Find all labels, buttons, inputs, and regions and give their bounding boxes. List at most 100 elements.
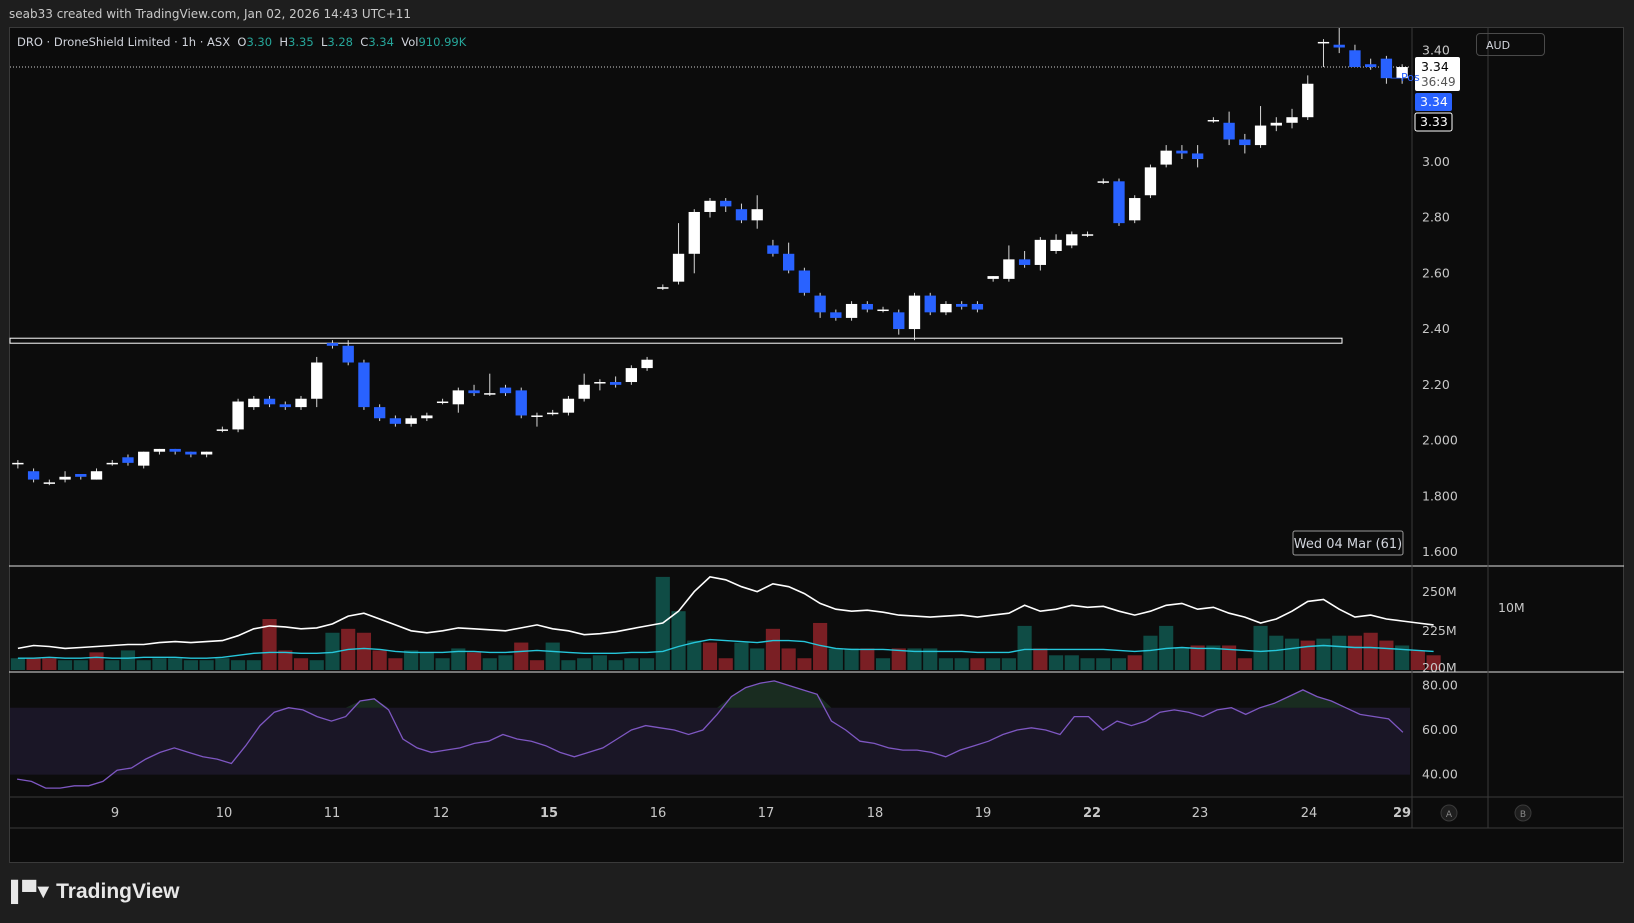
candle-body (499, 387, 512, 394)
close-value: 3.34 (368, 35, 394, 49)
volume-bar (592, 655, 607, 670)
price-tick-label: 1.800 (1422, 488, 1458, 503)
volume-bar (246, 660, 261, 670)
candle-body (200, 451, 213, 455)
volume-bar (624, 658, 639, 670)
price-tick-label: 2.60 (1422, 265, 1450, 280)
volume-bar (199, 660, 214, 670)
volume-bar (1253, 625, 1268, 670)
candle-body (122, 457, 134, 463)
candle (374, 404, 386, 422)
volume-bar (1426, 655, 1441, 670)
volume-bar (577, 658, 592, 670)
volume-bar (1222, 645, 1237, 670)
candle (468, 384, 480, 396)
candle (845, 301, 858, 321)
candle (893, 309, 905, 335)
candle-body (594, 382, 606, 384)
candle-body (798, 270, 811, 293)
candle-body (1018, 259, 1031, 265)
candle-body (1176, 150, 1188, 154)
bid-price-label: 3.34 (1420, 94, 1448, 109)
volume-bar (608, 660, 623, 670)
currency-selector[interactable]: AUD (1476, 33, 1545, 56)
candle-body (90, 471, 103, 480)
candle (358, 359, 370, 410)
candle-body (389, 418, 402, 424)
candle-body (1270, 122, 1282, 126)
high-label: H (279, 35, 289, 49)
symbol-title: DRO · DroneShield Limited · 1h · ASX (17, 35, 231, 49)
candle (594, 379, 606, 391)
log-scale-button[interactable] (1514, 804, 1532, 822)
candle-body (1380, 58, 1393, 79)
time-tick-label: 22 (1083, 806, 1101, 821)
candle (877, 306, 889, 313)
candle-body (1302, 83, 1314, 118)
ask-price-label: 3.33 (1420, 114, 1448, 129)
candle-body (1144, 167, 1157, 196)
volume-bar (1284, 638, 1300, 670)
price-tick-label: 3.00 (1422, 154, 1450, 169)
candle-body (1365, 64, 1377, 68)
candle-body (672, 253, 685, 282)
close-label: C (360, 35, 369, 49)
candle (657, 284, 669, 291)
candle (1396, 64, 1408, 84)
candle (751, 195, 763, 229)
volume-bar (844, 648, 859, 670)
candle (436, 398, 449, 405)
volume-bar (152, 658, 167, 670)
candle (499, 384, 512, 396)
candle-body (405, 418, 417, 424)
candle-body (12, 462, 24, 465)
candle-body (814, 295, 826, 313)
price-tick-label: 1.600 (1422, 544, 1458, 559)
log-scale-button-label: B (1520, 810, 1526, 820)
candle-body (248, 398, 260, 408)
volume-bar (26, 658, 41, 670)
volume-bar (765, 628, 780, 670)
candle (1050, 234, 1062, 254)
candle-body (1160, 150, 1172, 165)
candle (1286, 108, 1298, 129)
auto-scale-button[interactable] (1440, 804, 1458, 822)
candle-body (263, 398, 276, 405)
candle (908, 292, 921, 341)
candle (59, 471, 71, 483)
candle (75, 474, 87, 480)
rsi-overbought-fill (17, 680, 1403, 708)
candle-body (59, 476, 71, 480)
volume-bar (875, 658, 891, 670)
time-tick-label: 29 (1393, 806, 1411, 821)
last-price-badge (1415, 57, 1460, 92)
rsi-tick-label: 40.00 (1422, 767, 1458, 782)
candle-body (75, 474, 87, 477)
volume-bar (372, 650, 387, 670)
volume-bar (262, 619, 277, 670)
candle-body (531, 415, 543, 417)
volume-bar (986, 658, 1001, 670)
volume-bar (1410, 650, 1425, 670)
candle-body (1349, 50, 1361, 68)
candle-body (1034, 239, 1046, 265)
candle (232, 398, 244, 433)
candle-body (562, 398, 575, 413)
candle (263, 395, 276, 408)
candle-body (1113, 181, 1125, 224)
volume-bar (1127, 655, 1142, 670)
candle-body (138, 451, 150, 466)
volume-bar (907, 648, 922, 670)
candle-body (185, 451, 197, 455)
candle (1176, 145, 1188, 160)
candle (342, 340, 354, 366)
candle (1034, 237, 1046, 271)
volume-bar (293, 658, 309, 670)
candle (1223, 111, 1235, 146)
countdown-label: 36:49 (1421, 75, 1456, 89)
volume-bar (1379, 640, 1394, 670)
candle (1160, 145, 1172, 168)
candle (12, 460, 24, 469)
volume-scale-label: 10M (1498, 600, 1525, 615)
